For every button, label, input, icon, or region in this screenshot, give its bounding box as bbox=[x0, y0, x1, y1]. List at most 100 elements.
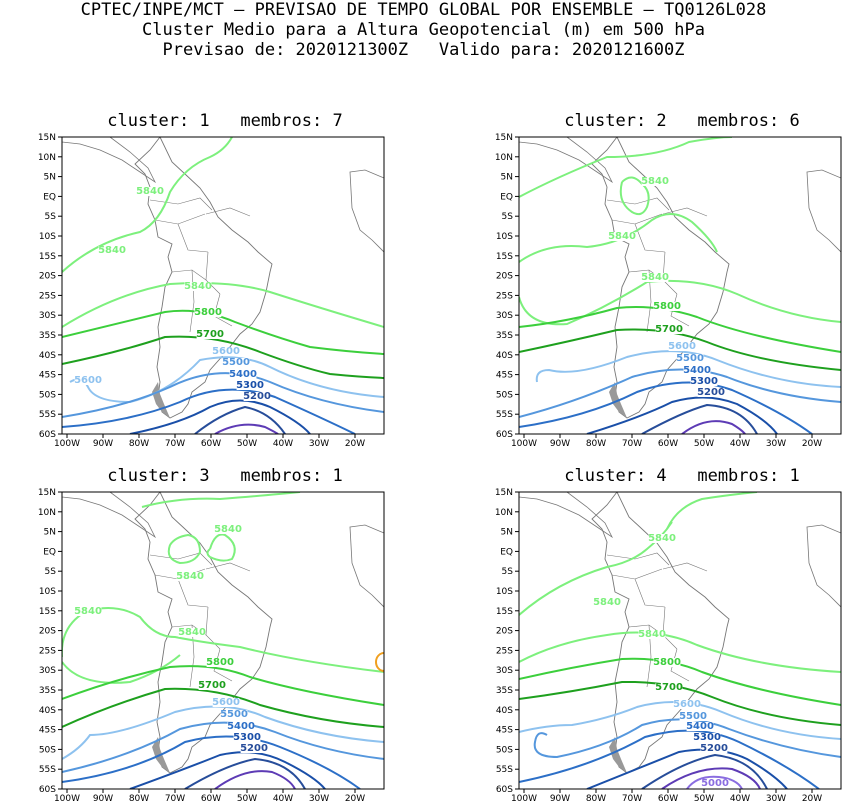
lat-tick-label: 60S bbox=[496, 785, 513, 795]
map-layer: 5840 5840 5840 5840 5800 5700 5600550054005300… bbox=[62, 492, 384, 789]
contour-line-5600 bbox=[519, 701, 841, 740]
lat-tick-label: EQ bbox=[43, 547, 56, 557]
country-border bbox=[606, 197, 670, 211]
contour-label: 5840 bbox=[98, 245, 126, 256]
contour-label-bg bbox=[136, 187, 164, 196]
lon-tick-label: 60W bbox=[201, 794, 221, 803]
panel-cluster-2: cluster: 2 membros: 6 5840 5840 5840 5800 57… bbox=[457, 112, 847, 449]
lon-tick-label: 50W bbox=[237, 439, 257, 448]
contour-label-bg bbox=[593, 598, 621, 607]
contour-line-5400 bbox=[62, 388, 356, 434]
lat-tick-label: 15N bbox=[38, 488, 56, 498]
contour-label-bg bbox=[178, 628, 206, 637]
map-chart: 5840584058405800570056005600550054005300… bbox=[38, 133, 385, 449]
lat-tick-label: 55S bbox=[39, 410, 56, 420]
contour-label-bg bbox=[98, 246, 126, 255]
country-border bbox=[213, 648, 233, 682]
lon-tick-label: 50W bbox=[694, 439, 714, 448]
contour-label-bg bbox=[673, 700, 701, 709]
country-border bbox=[662, 562, 708, 572]
panel-cluster-4: cluster: 4 membros: 1 5840 5840 5840 5800 57… bbox=[457, 466, 847, 804]
contour-label: 5840 bbox=[176, 571, 204, 582]
contour-label: 5300 bbox=[690, 376, 718, 387]
lat-tick-label: 15S bbox=[496, 607, 513, 617]
contour-label: 5840 bbox=[641, 272, 669, 283]
lon-tick-label: 40W bbox=[730, 439, 750, 448]
lat-tick-label: 55S bbox=[39, 765, 56, 775]
lat-tick-label: 15S bbox=[39, 252, 56, 262]
lon-tick-label: 60W bbox=[658, 439, 678, 448]
lon-tick-label: 20W bbox=[802, 439, 822, 448]
contour-label-bg bbox=[608, 232, 636, 241]
contour-label-bg bbox=[655, 683, 683, 692]
lon-tick-label: 30W bbox=[309, 794, 329, 803]
coastline-africa bbox=[349, 169, 384, 253]
contour-label-bg bbox=[701, 779, 729, 788]
lon-tick-label: 80W bbox=[129, 439, 149, 448]
contour-label-bg bbox=[236, 381, 264, 390]
lon-tick-label: 40W bbox=[730, 794, 750, 803]
country-border bbox=[205, 207, 251, 217]
contour-label: 5700 bbox=[196, 329, 224, 340]
lat-tick-label: 25S bbox=[39, 646, 56, 656]
coastline-africa bbox=[806, 169, 841, 253]
contour-label-bg bbox=[679, 712, 707, 721]
panel-title: cluster: 4 membros: 1 bbox=[564, 466, 800, 486]
lat-tick-label: 45S bbox=[39, 726, 56, 736]
contour-label: 5500 bbox=[220, 709, 248, 720]
contour-line-5840 bbox=[619, 176, 650, 216]
lat-tick-label: 45S bbox=[39, 371, 56, 381]
contour-line-5840 bbox=[141, 492, 301, 508]
contour-label: 5800 bbox=[194, 307, 222, 318]
coastline-south-america bbox=[134, 492, 273, 774]
contour-line-5840 bbox=[519, 631, 841, 673]
contour-label: 5840 bbox=[593, 597, 621, 608]
coastline-north-america bbox=[62, 492, 157, 539]
contour-line-5840 bbox=[62, 282, 384, 328]
coastline-africa bbox=[806, 524, 841, 608]
chile-coast-islands bbox=[152, 382, 170, 418]
contour-label-bg bbox=[243, 392, 271, 401]
lat-tick-label: 30S bbox=[496, 311, 513, 321]
country-border bbox=[177, 578, 209, 608]
contour-label-bg bbox=[693, 733, 721, 742]
contour-line-5200 bbox=[184, 757, 306, 789]
lat-tick-label: EQ bbox=[43, 192, 56, 202]
contour-line-5700 bbox=[62, 335, 384, 379]
lat-tick-label: 10S bbox=[496, 587, 513, 597]
lat-tick-label: 5S bbox=[45, 567, 57, 577]
contour-label: 5700 bbox=[655, 682, 683, 693]
contour-label-bg bbox=[641, 177, 669, 186]
lon-tick-label: 70W bbox=[165, 439, 185, 448]
map-background bbox=[62, 492, 384, 789]
lon-tick-label: 100W bbox=[511, 439, 537, 448]
lat-tick-label: EQ bbox=[500, 192, 513, 202]
country-border bbox=[662, 207, 708, 217]
contour-label: 5300 bbox=[233, 732, 261, 743]
contour-label-bg bbox=[214, 525, 242, 534]
lat-tick-label: 10N bbox=[38, 153, 56, 163]
country-border bbox=[205, 562, 251, 572]
contour-line-5840 bbox=[62, 654, 181, 684]
contour-label: 5700 bbox=[655, 324, 683, 335]
contour-line-5700 bbox=[62, 687, 384, 728]
country-border bbox=[670, 648, 690, 682]
contour-line-5840 bbox=[206, 533, 236, 562]
contour-label-bg bbox=[206, 658, 234, 667]
lat-tick-label: 20S bbox=[39, 627, 56, 637]
map-layer: 5840584058405800570056005600550054005300… bbox=[62, 137, 384, 434]
contour-line-5200 bbox=[641, 403, 758, 434]
map-chart: 5840 5840 5840 5800 5700 56005500540053005200… bbox=[495, 488, 842, 804]
lon-tick-label: 50W bbox=[237, 794, 257, 803]
contour-line-5500 bbox=[62, 372, 384, 418]
contour-label-bg bbox=[683, 366, 711, 375]
lon-tick-label: 100W bbox=[511, 794, 537, 803]
map-layer: 5840 5840 5840 5800 5700 56005500540053005200… bbox=[519, 492, 841, 789]
contour-line-5200 bbox=[641, 753, 768, 789]
contour-line-5500 bbox=[62, 721, 384, 773]
lon-tick-label: 80W bbox=[129, 794, 149, 803]
map-frame bbox=[518, 491, 842, 790]
lat-tick-label: 10N bbox=[38, 508, 56, 518]
contour-label-bg bbox=[220, 710, 248, 719]
